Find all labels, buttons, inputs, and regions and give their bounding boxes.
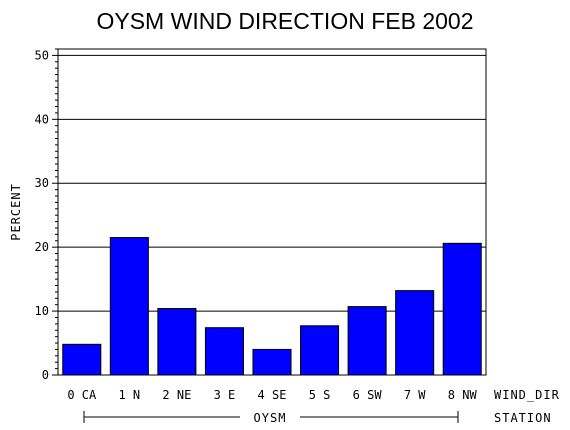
x-tick-label: 7 W	[404, 388, 426, 402]
y-tick-label: 0	[42, 368, 49, 382]
x-tick-label: 2 NE	[162, 388, 191, 402]
plot-frame	[57, 48, 487, 376]
x-axis-title: WIND_DIR	[494, 388, 560, 402]
x-tick-label: 6 SW	[353, 388, 383, 402]
x-tick-label: 8 NW	[448, 388, 478, 402]
group-bracket	[83, 411, 459, 423]
y-axis-title: PERCENT	[9, 183, 23, 241]
bar-1-n	[109, 237, 149, 376]
group-label: OYSM	[254, 411, 287, 425]
bar-5-s	[300, 325, 340, 376]
group-axis-title: STATION	[494, 411, 552, 425]
bar-4-se	[252, 348, 292, 376]
bars	[62, 237, 482, 376]
bar-3-e	[204, 327, 244, 376]
bar-8-nw	[442, 242, 482, 376]
x-tick-label: 4 SE	[258, 388, 287, 402]
y-tick-labels: 0 10 20 30 40 50	[35, 48, 49, 382]
y-tick-label: 30	[35, 176, 49, 190]
x-tick-label: 3 E	[214, 388, 236, 402]
bar-6-sw	[347, 306, 387, 376]
y-tick-label: 20	[35, 240, 49, 254]
y-tick-label: 40	[35, 112, 49, 126]
bar-7-w	[395, 290, 435, 376]
chart-title: OYSM WIND DIRECTION FEB 2002	[96, 8, 473, 34]
y-tick-label: 10	[35, 304, 49, 318]
x-tick-label: 0 CA	[67, 388, 97, 402]
y-tick-label: 50	[35, 48, 49, 62]
x-tick-label: 1 N	[118, 388, 140, 402]
bar-0-ca	[62, 343, 102, 376]
x-tick-labels: 0 CA 1 N 2 NE 3 E 4 SE 5 S 6 SW 7 W 8 NW	[67, 388, 477, 402]
x-tick-label: 5 S	[309, 388, 331, 402]
bar-2-ne	[157, 308, 197, 376]
y-ticks	[52, 48, 58, 376]
